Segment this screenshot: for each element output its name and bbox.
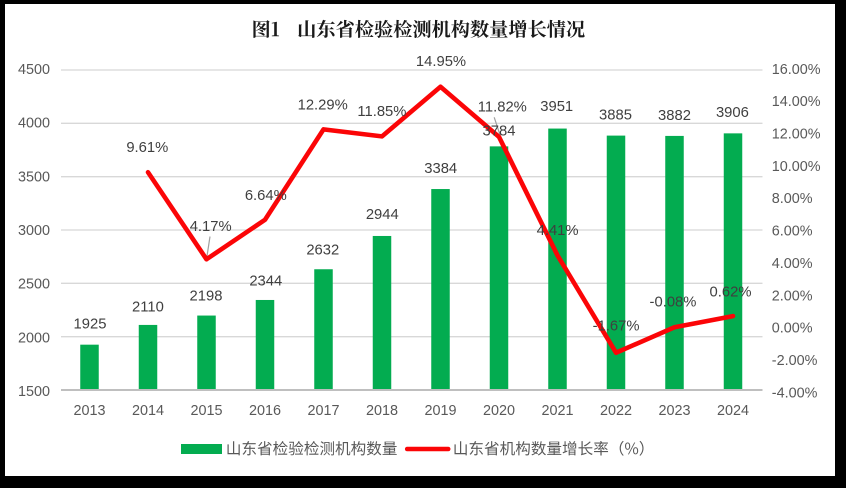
svg-text:2024: 2024 [717,403,749,419]
svg-text:2019: 2019 [424,403,456,419]
svg-text:3951: 3951 [540,99,573,115]
svg-text:3784: 3784 [483,124,516,140]
svg-text:10.00%: 10.00% [772,159,821,175]
svg-text:2500: 2500 [18,277,50,293]
svg-text:3000: 3000 [18,223,50,239]
svg-text:14.00%: 14.00% [772,94,821,110]
svg-text:2023: 2023 [658,403,690,419]
svg-text:3500: 3500 [18,169,50,185]
svg-text:11.82%: 11.82% [478,100,527,116]
svg-text:2632: 2632 [306,243,339,259]
svg-text:2110: 2110 [132,299,164,315]
svg-text:1925: 1925 [74,316,107,332]
svg-text:11.85%: 11.85% [357,104,406,120]
svg-text:6.64%: 6.64% [245,188,287,204]
svg-text:4.00%: 4.00% [772,256,813,272]
svg-text:2944: 2944 [366,207,399,223]
svg-text:1500: 1500 [18,384,50,400]
svg-text:2013: 2013 [73,403,105,419]
svg-text:0.62%: 0.62% [710,285,752,301]
svg-text:2020: 2020 [483,403,515,419]
svg-text:2016: 2016 [249,403,281,419]
svg-text:4000: 4000 [18,116,50,132]
svg-text:3906: 3906 [716,105,749,121]
svg-text:3882: 3882 [658,108,691,124]
svg-text:-1.67%: -1.67% [593,319,640,335]
svg-text:-4.00%: -4.00% [772,385,818,401]
svg-text:2014: 2014 [132,403,164,419]
svg-text:12.00%: 12.00% [772,127,821,143]
svg-text:2344: 2344 [249,274,282,290]
svg-text:9.61%: 9.61% [126,140,168,156]
svg-text:2000: 2000 [18,330,50,346]
svg-text:2198: 2198 [190,289,223,305]
svg-text:2017: 2017 [307,403,339,419]
svg-text:-2.00%: -2.00% [772,353,818,369]
svg-text:6.00%: 6.00% [772,224,813,240]
svg-text:4.17%: 4.17% [190,219,232,235]
svg-text:16.00%: 16.00% [772,62,821,78]
svg-text:2022: 2022 [600,403,632,419]
svg-text:2021: 2021 [541,403,573,419]
svg-text:2018: 2018 [366,403,398,419]
svg-text:2.00%: 2.00% [772,288,813,304]
svg-text:2015: 2015 [190,403,222,419]
svg-text:4500: 4500 [18,62,50,78]
svg-text:-0.08%: -0.08% [650,295,697,311]
svg-text:0.00%: 0.00% [772,321,813,337]
svg-text:14.95%: 14.95% [416,54,466,70]
svg-text:8.00%: 8.00% [772,191,813,207]
svg-text:3885: 3885 [599,107,632,123]
svg-text:12.29%: 12.29% [298,98,348,114]
svg-text:4.41%: 4.41% [537,223,579,239]
svg-text:3384: 3384 [424,161,457,177]
